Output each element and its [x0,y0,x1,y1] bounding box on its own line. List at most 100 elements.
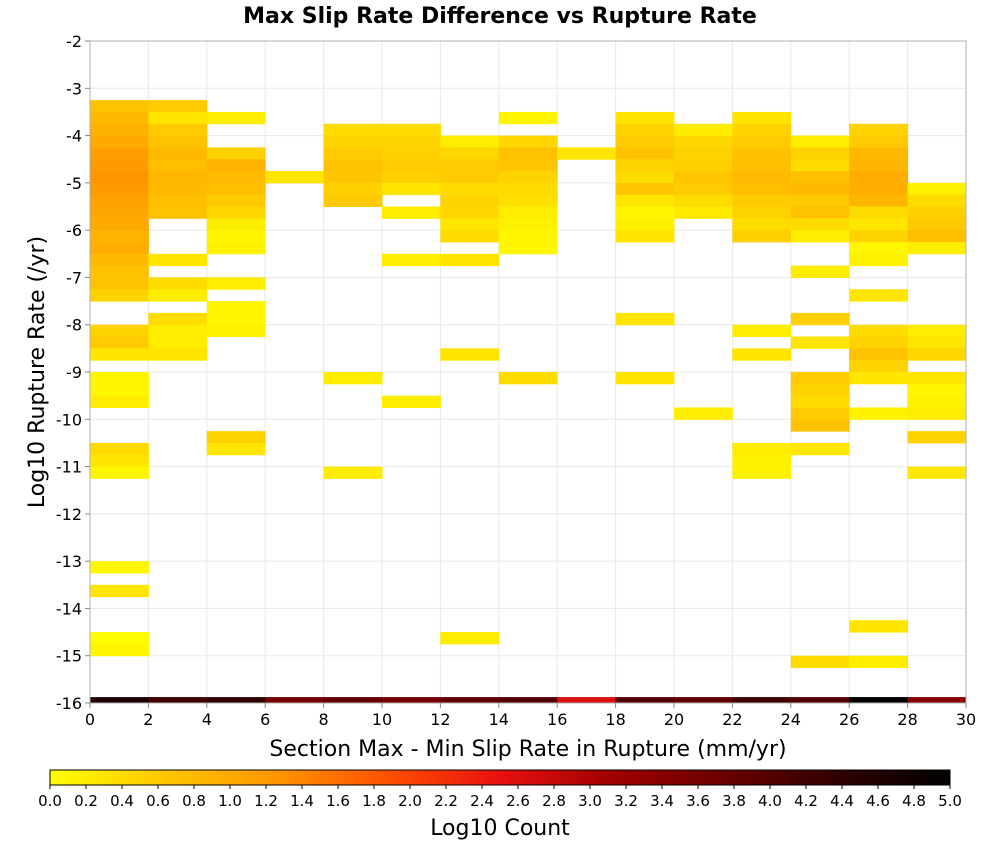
colorbar-tick-label: 2.8 [542,792,566,810]
heatmap-cell [498,194,558,207]
heatmap-cell [382,147,441,160]
colorbar-tick-label: 3.8 [722,792,746,810]
heatmap-cell [732,194,792,207]
heatmap-cell [148,336,208,349]
y-tick-label: -11 [56,458,82,477]
heatmap-cell [849,182,909,196]
density-strip-cell [440,697,500,703]
heatmap-cell [732,348,792,361]
heatmap-cell [615,230,675,243]
colorbar-tick-label: 4.2 [794,792,818,810]
heatmap-cell [323,135,383,148]
heatmap-cell [90,218,149,231]
colorbar-tick-label: 3.4 [650,792,674,810]
heatmap-cell [90,206,149,219]
heatmap-cell [849,336,909,349]
heatmap-cell [90,324,149,338]
density-strip-cell [498,697,558,703]
heatmap-cell [265,171,325,184]
heatmap-cell [498,135,558,148]
heatmap-cell [90,336,149,349]
heatmap-cell [440,171,500,184]
heatmap-cell [615,111,675,125]
y-tick-label: -13 [56,552,82,571]
heatmap-cell [498,182,558,196]
heatmap-cell [90,171,149,184]
heatmap-cell [323,466,383,479]
heatmap-cell [498,230,558,243]
heatmap-cell [90,395,149,408]
colorbar-tick-label: 2.2 [434,792,458,810]
heatmap-cell [907,336,967,349]
colorbar-tick-label: 1.0 [218,792,242,810]
bottom-density-strip [90,697,967,703]
x-axis-label: Section Max - Min Slip Rate in Rupture (… [269,737,786,762]
heatmap-cell [440,147,500,160]
heatmap-cell [206,442,266,456]
heatmap-cell [615,159,675,172]
heatmap-cell [498,372,558,385]
heatmap-cell [849,620,909,633]
heatmap-cell [732,442,792,456]
heatmap-cell [907,218,967,231]
x-tick-label: 0 [85,710,95,729]
heatmap-cell [440,632,500,645]
y-axis-label: Log10 Rupture Rate (/yr) [25,236,50,508]
y-tick-label: -5 [66,174,82,193]
heatmap-cell [90,265,149,278]
heatmap-cell [615,312,675,326]
heatmap-cell [732,466,792,479]
colorbar-tick-label: 3.2 [614,792,638,810]
heatmap-cell [790,230,850,243]
heatmap-cell [382,206,441,219]
y-tick-label: -3 [66,79,82,98]
colorbar-ticks: 0.0 0.2 0.4 0.6 0.8 1.0 1.2 1.4 1.6 1.8 2.0 2.2 2.4 2… [38,785,962,810]
heatmap-cell [206,431,266,444]
heatmap-cell [498,147,558,160]
chart-title: Max Slip Rate Difference vs Rupture Rate [243,4,757,29]
heatmap-cell [615,206,675,219]
heatmap-cell [790,171,850,184]
heatmap-cell [148,289,208,302]
heatmap-cell [440,348,500,361]
x-tick-label: 18 [605,710,625,729]
x-tick-label: 22 [722,710,742,729]
heatmap-cell [148,147,208,160]
heatmap-cell [90,182,149,196]
heatmap-cell [90,100,149,113]
heatmap-cell [790,419,850,432]
colorbar-tick-label: 4.8 [902,792,926,810]
heatmap-cell [206,218,266,231]
x-tick-label: 8 [319,710,329,729]
heatmap-cell [206,312,266,326]
y-tick-label: -7 [66,268,82,287]
heatmap-cell [732,218,792,231]
heatmap-cell [90,147,149,160]
heatmap-cell [849,194,909,207]
heatmap-cell [732,206,792,219]
heatmap-cell [90,194,149,207]
heatmap-cell [440,159,500,172]
heatmap-cell [148,171,208,184]
heatmap-cell [790,383,850,397]
heatmap-cell [90,584,149,598]
heatmap-cell [615,147,675,160]
heatmap-cell [90,466,149,479]
heatmap-cell [674,135,733,148]
heatmap-cell [206,111,266,125]
heatmap-cell [732,230,792,243]
heatmap-cell [90,383,149,397]
heatmap-cell [206,206,266,219]
density-strip-cell [732,697,792,703]
heatmap-cell [206,241,266,255]
heatmap-cell [849,655,909,669]
heatmap-cell [382,253,441,267]
heatmap-cell [907,348,967,361]
heatmap-cell [615,171,675,184]
heatmap-cell [849,159,909,172]
heatmap-cell [323,372,383,385]
heatmap-cell [148,111,208,125]
heatmap-cell [790,312,850,326]
heatmap-cell [615,194,675,207]
heatmap-cell [90,372,149,385]
